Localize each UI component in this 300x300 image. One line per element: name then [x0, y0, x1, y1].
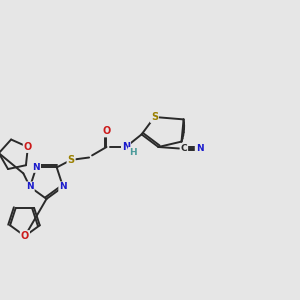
Text: S: S — [151, 112, 158, 122]
Text: N: N — [196, 144, 203, 153]
Text: C: C — [181, 144, 187, 153]
Text: N: N — [32, 163, 40, 172]
Text: N: N — [59, 182, 67, 191]
Text: N: N — [26, 182, 34, 191]
Text: O: O — [21, 231, 29, 241]
Text: O: O — [24, 142, 32, 152]
Text: O: O — [102, 126, 111, 136]
Text: N: N — [122, 142, 130, 152]
Text: H: H — [129, 148, 136, 157]
Text: S: S — [68, 155, 75, 165]
